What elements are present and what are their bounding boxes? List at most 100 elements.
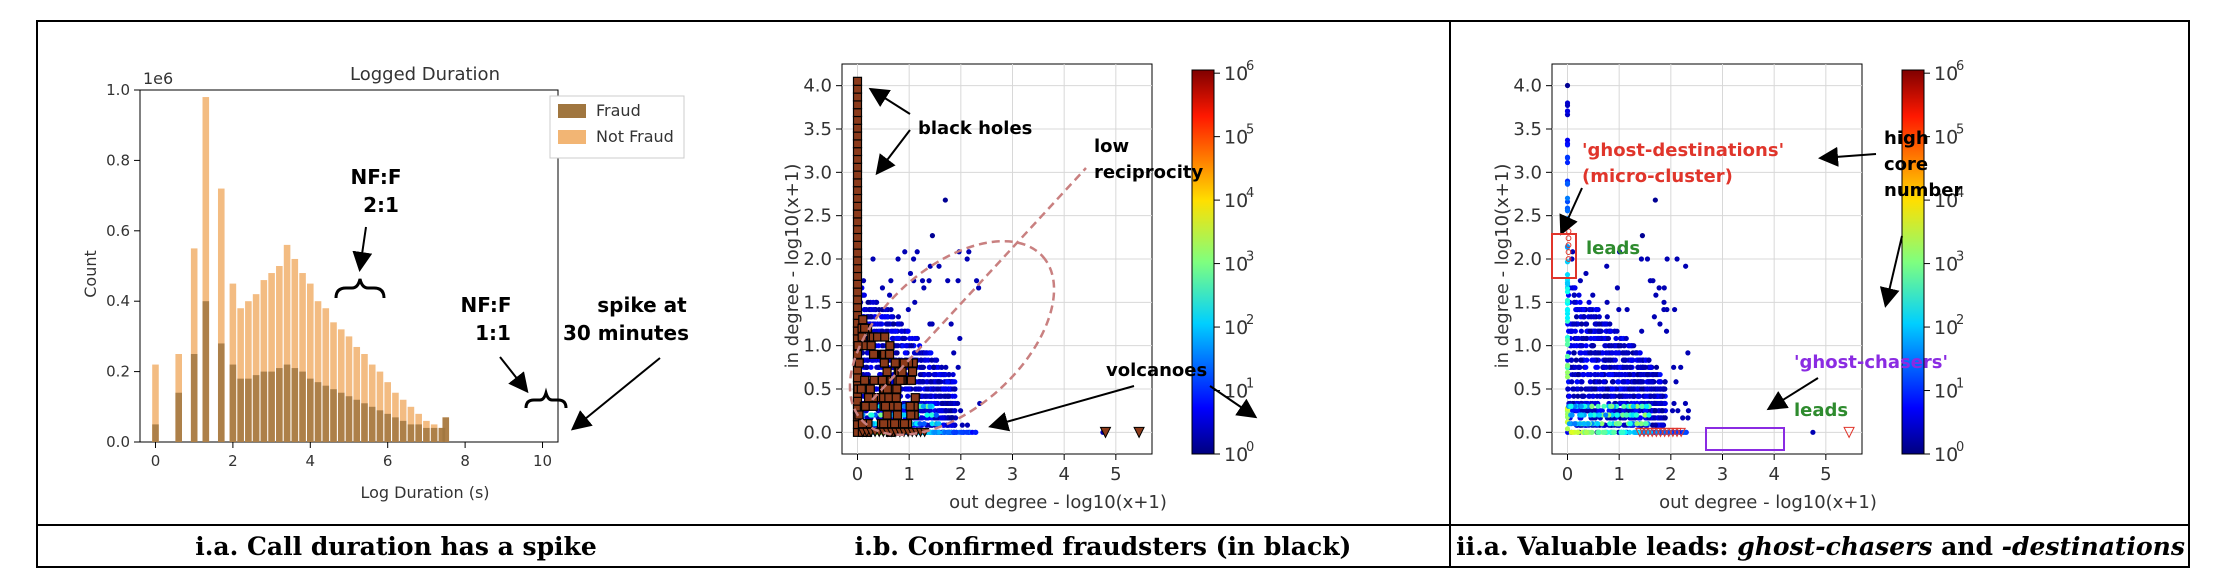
data-point <box>894 335 900 342</box>
scatter-chart-fraudsters: 0 1 2 3 4 50.00.51.01.52.02.53.03.54.01001011… <box>782 59 1258 513</box>
data-point <box>1571 299 1577 305</box>
fraud-marker <box>885 341 895 351</box>
annotation-leads-2: leads <box>1794 400 1848 421</box>
data-point <box>1608 343 1615 349</box>
data-point <box>945 278 951 284</box>
bar-fraud <box>314 382 322 442</box>
fraud-marker <box>852 178 863 188</box>
data-point <box>888 314 894 320</box>
data-point <box>1599 371 1605 378</box>
fraud-marker <box>852 248 863 258</box>
data-point <box>1564 82 1571 89</box>
y-tick-label: 0.4 <box>106 292 130 310</box>
data-point <box>886 292 893 298</box>
data-point <box>1642 412 1648 418</box>
data-point <box>861 306 868 313</box>
chart-title: Logged Duration <box>350 64 500 85</box>
y-tick-label: 3.5 <box>803 119 832 140</box>
data-point <box>864 364 870 370</box>
data-point <box>1671 400 1677 407</box>
annotation-leads-1: leads <box>1586 238 1640 259</box>
fraud-marker <box>852 131 863 141</box>
data-point <box>893 343 900 349</box>
bar-fraud <box>252 375 260 442</box>
bar-not-fraud <box>361 354 368 442</box>
bar-fraud <box>322 385 330 442</box>
data-point <box>942 197 948 203</box>
data-point <box>1578 328 1584 334</box>
data-point <box>1607 321 1613 327</box>
fraud-marker <box>884 349 895 359</box>
data-point <box>1596 429 1602 435</box>
annotation-nf-f-1: NF:F <box>351 165 402 189</box>
low-reciprocity-ellipse <box>848 167 1087 437</box>
data-point <box>1636 357 1643 363</box>
legend-label-not-fraud: Not Fraud <box>596 127 674 146</box>
data-point <box>1616 306 1622 313</box>
data-point <box>1604 386 1611 392</box>
data-point <box>1652 400 1658 407</box>
data-point <box>1599 386 1606 392</box>
data-point <box>929 233 936 239</box>
data-point <box>1643 421 1649 427</box>
x-axis-label: out degree - log10(x+1) <box>1659 492 1877 513</box>
data-point <box>871 306 877 313</box>
arrow <box>868 87 911 115</box>
caption-a: i.a. Call duration has a spike <box>195 532 597 561</box>
x-tick-label: 3 <box>1717 464 1728 485</box>
data-point <box>1597 379 1603 385</box>
data-point <box>927 393 933 399</box>
data-point <box>1579 412 1585 418</box>
fraud-marker <box>899 419 910 429</box>
fraud-marker <box>895 375 905 385</box>
colorbar-tick-label: 10 <box>1934 127 1958 149</box>
x-tick-label: 2 <box>228 452 238 470</box>
data-point <box>1627 429 1633 435</box>
bar-fraud <box>442 417 450 442</box>
fraud-marker <box>879 358 889 368</box>
data-point <box>1630 403 1636 409</box>
data-point <box>1584 408 1590 414</box>
data-point <box>1564 208 1571 214</box>
data-point <box>1662 415 1668 421</box>
data-point <box>1564 102 1571 108</box>
x-tick-label: 1 <box>903 464 914 485</box>
bar-not-fraud <box>384 382 391 442</box>
legend-swatch-not-fraud <box>558 130 586 144</box>
data-point <box>1583 270 1589 277</box>
data-point <box>861 292 867 298</box>
data-point <box>916 386 922 392</box>
data-point <box>929 357 935 363</box>
fraud-marker <box>899 358 909 368</box>
arrow <box>1879 235 1903 308</box>
data-point <box>1648 386 1654 392</box>
data-point <box>1633 412 1639 418</box>
annotation-reciprocity: reciprocity <box>1094 162 1203 183</box>
data-point <box>865 299 871 305</box>
data-point <box>1583 335 1589 342</box>
data-point <box>1564 289 1571 295</box>
data-point <box>1605 335 1612 342</box>
data-point <box>1564 341 1571 348</box>
fraud-marker <box>906 410 916 420</box>
data-point <box>1565 249 1572 255</box>
data-point <box>1618 343 1624 349</box>
fraud-marker <box>892 401 903 411</box>
annotation-core: core <box>1884 154 1928 175</box>
data-point <box>1587 350 1593 356</box>
data-point <box>1589 408 1595 414</box>
data-point <box>1644 386 1650 392</box>
fraud-marker <box>852 100 863 110</box>
data-point <box>1568 328 1574 334</box>
fraud-marker <box>860 323 870 333</box>
bar-not-fraud <box>190 248 198 442</box>
data-point <box>1638 421 1644 427</box>
data-point <box>944 379 951 385</box>
data-point <box>870 256 876 262</box>
data-point <box>1635 379 1641 385</box>
data-point <box>905 306 911 313</box>
fraud-marker <box>852 92 863 102</box>
data-point <box>963 429 969 435</box>
data-point <box>875 343 882 349</box>
data-point <box>929 412 935 418</box>
